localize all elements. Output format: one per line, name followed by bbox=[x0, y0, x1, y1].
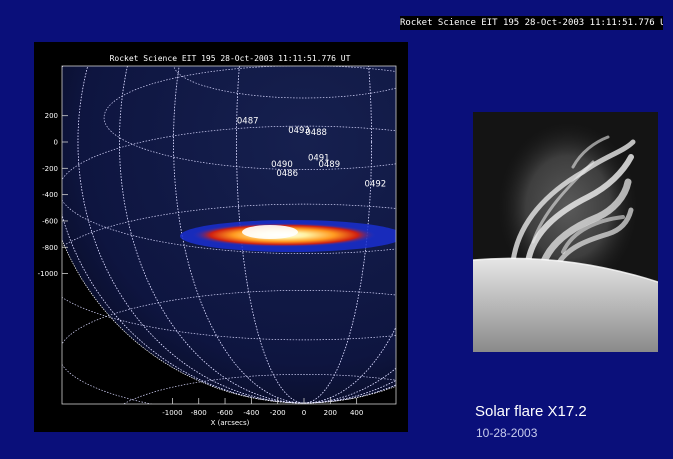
latitude-line bbox=[62, 290, 396, 404]
x-axis-label: X (arcsecs) bbox=[211, 419, 250, 427]
active-region-label: 0488 bbox=[305, 128, 327, 138]
y-tick-label: 0 bbox=[54, 139, 58, 147]
image-caption: Rocket Science EIT 195 28-Oct-2003 11:11… bbox=[400, 16, 663, 30]
y-tick-label: -400 bbox=[42, 191, 58, 199]
y-tick-label: -200 bbox=[42, 165, 58, 173]
flare-date: 10-28-2003 bbox=[476, 426, 538, 440]
active-region-label: 0491 bbox=[308, 153, 330, 163]
flare-closeup-canvas bbox=[473, 112, 658, 352]
x-tick-label: -600 bbox=[217, 409, 233, 417]
flare-kernel bbox=[242, 225, 298, 239]
longitude-line bbox=[236, 66, 372, 404]
active-region-label: 0493 bbox=[288, 126, 310, 136]
plot-frame bbox=[61, 65, 397, 405]
x-tick-label: -800 bbox=[191, 409, 207, 417]
solar-disk bbox=[62, 66, 396, 403]
active-region-label: 0490 bbox=[271, 160, 293, 170]
y-tick-label: 200 bbox=[45, 112, 58, 120]
x-tick-label: 200 bbox=[324, 409, 337, 417]
plot-title: Rocket Science EIT 195 28-Oct-2003 11:11… bbox=[110, 54, 351, 63]
y-tick-label: -800 bbox=[42, 244, 58, 252]
y-tick-label: -1000 bbox=[38, 270, 58, 278]
active-region-label: 0487 bbox=[237, 117, 259, 127]
latitude-line bbox=[103, 66, 396, 170]
active-region-label: 0492 bbox=[365, 180, 387, 190]
x-tick-label: 400 bbox=[350, 409, 363, 417]
flare-closeup-image bbox=[473, 112, 658, 352]
longitude-line bbox=[77, 66, 396, 404]
active-region-label: 0489 bbox=[318, 160, 340, 170]
eit-solar-plot: Rocket Science EIT 195 28-Oct-2003 11:11… bbox=[34, 42, 408, 432]
solar-limb bbox=[473, 258, 658, 352]
x-tick-label: 0 bbox=[302, 409, 306, 417]
prominence-loops bbox=[510, 135, 636, 268]
latitude-line bbox=[62, 125, 396, 254]
active-region-label: 0486 bbox=[276, 169, 298, 179]
x-tick-label: -1000 bbox=[162, 409, 182, 417]
latitude-line bbox=[122, 374, 396, 404]
latitude-line bbox=[259, 42, 350, 47]
plot-canvas: Rocket Science EIT 195 28-Oct-2003 11:11… bbox=[38, 42, 397, 427]
limb-edge bbox=[473, 257, 658, 283]
x-tick-label: -400 bbox=[243, 409, 259, 417]
y-tick-label: -600 bbox=[42, 217, 58, 225]
x-tick-label: -200 bbox=[270, 409, 286, 417]
flare-title: Solar flare X17.2 bbox=[475, 403, 587, 420]
